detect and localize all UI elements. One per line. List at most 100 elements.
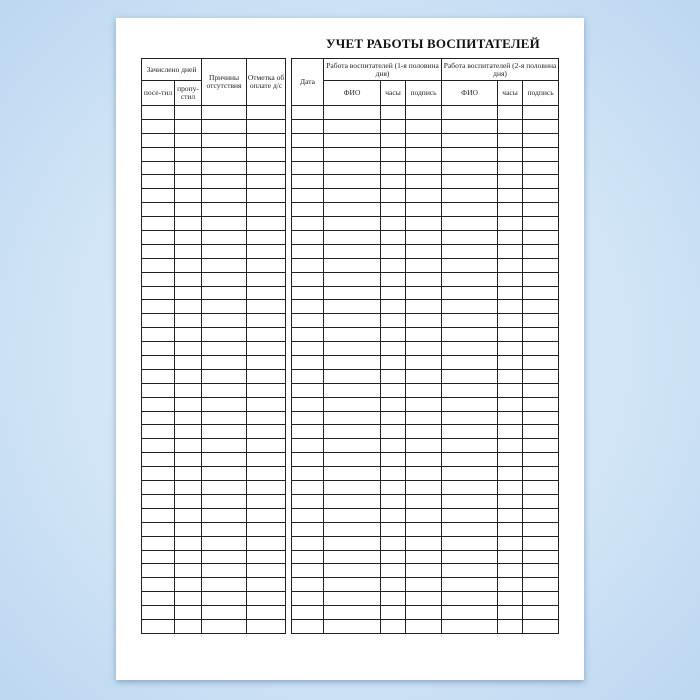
table-cell[interactable]	[141, 438, 175, 454]
table-cell[interactable]	[404, 368, 443, 384]
table-cell[interactable]	[323, 146, 381, 162]
table-cell[interactable]	[201, 118, 248, 134]
table-cell[interactable]	[323, 368, 381, 384]
table-cell[interactable]	[497, 480, 524, 495]
table-cell[interactable]	[497, 271, 524, 287]
table-cell[interactable]	[173, 188, 203, 204]
table-cell[interactable]	[404, 132, 443, 148]
table-cell[interactable]	[441, 563, 499, 579]
table-cell[interactable]	[497, 202, 524, 218]
table-cell[interactable]	[201, 313, 248, 329]
table-cell[interactable]	[173, 577, 203, 593]
table-cell[interactable]	[380, 521, 406, 537]
table-cell[interactable]	[173, 146, 203, 162]
table-cell[interactable]	[404, 563, 443, 579]
table-cell[interactable]	[441, 327, 499, 343]
table-cell[interactable]	[291, 230, 324, 245]
table-cell[interactable]	[441, 368, 499, 384]
table-cell[interactable]	[404, 230, 443, 245]
table-cell[interactable]	[441, 146, 499, 162]
table-cell[interactable]	[201, 410, 248, 426]
table-cell[interactable]	[522, 257, 560, 273]
table-cell[interactable]	[173, 216, 203, 232]
table-cell[interactable]	[173, 243, 203, 259]
table-cell[interactable]	[246, 341, 287, 357]
table-cell[interactable]	[323, 118, 381, 134]
table-cell[interactable]	[522, 118, 560, 134]
table-cell[interactable]	[404, 438, 443, 454]
table-cell[interactable]	[404, 521, 443, 537]
table-cell[interactable]	[201, 257, 248, 273]
table-cell[interactable]	[291, 285, 324, 301]
table-cell[interactable]	[404, 466, 443, 482]
table-cell[interactable]	[201, 618, 248, 634]
table-cell[interactable]	[522, 188, 560, 204]
table-cell[interactable]	[201, 146, 248, 162]
table-cell[interactable]	[173, 313, 203, 329]
table-cell[interactable]	[404, 299, 443, 315]
table-cell[interactable]	[441, 605, 499, 620]
table-cell[interactable]	[201, 230, 248, 245]
table-cell[interactable]	[323, 480, 381, 495]
table-cell[interactable]	[323, 535, 381, 551]
table-cell[interactable]	[141, 271, 175, 287]
table-cell[interactable]	[201, 341, 248, 357]
table-cell[interactable]	[173, 105, 203, 120]
table-cell[interactable]	[323, 563, 381, 579]
table-cell[interactable]	[404, 549, 443, 565]
table-cell[interactable]	[173, 507, 203, 523]
table-cell[interactable]	[246, 493, 287, 509]
table-cell[interactable]	[522, 216, 560, 232]
table-cell[interactable]	[141, 160, 175, 176]
table-cell[interactable]	[246, 299, 287, 315]
table-cell[interactable]	[522, 521, 560, 537]
table-cell[interactable]	[201, 285, 248, 301]
table-cell[interactable]	[441, 243, 499, 259]
table-cell[interactable]	[291, 132, 324, 148]
table-cell[interactable]	[497, 160, 524, 176]
table-cell[interactable]	[323, 466, 381, 482]
table-cell[interactable]	[441, 480, 499, 495]
table-cell[interactable]	[201, 563, 248, 579]
table-cell[interactable]	[201, 299, 248, 315]
table-cell[interactable]	[173, 424, 203, 440]
table-cell[interactable]	[380, 105, 406, 120]
table-cell[interactable]	[246, 257, 287, 273]
table-cell[interactable]	[441, 105, 499, 120]
table-cell[interactable]	[522, 313, 560, 329]
table-cell[interactable]	[441, 549, 499, 565]
table-cell[interactable]	[291, 535, 324, 551]
table-cell[interactable]	[380, 271, 406, 287]
table-cell[interactable]	[522, 327, 560, 343]
table-cell[interactable]	[246, 368, 287, 384]
table-cell[interactable]	[246, 396, 287, 412]
table-cell[interactable]	[291, 521, 324, 537]
table-cell[interactable]	[380, 341, 406, 357]
table-cell[interactable]	[380, 396, 406, 412]
table-cell[interactable]	[323, 313, 381, 329]
table-cell[interactable]	[441, 174, 499, 190]
table-cell[interactable]	[380, 577, 406, 593]
table-cell[interactable]	[441, 424, 499, 440]
table-cell[interactable]	[291, 327, 324, 343]
table-cell[interactable]	[404, 396, 443, 412]
table-cell[interactable]	[404, 535, 443, 551]
table-cell[interactable]	[173, 327, 203, 343]
table-cell[interactable]	[404, 146, 443, 162]
table-cell[interactable]	[173, 271, 203, 287]
table-cell[interactable]	[323, 327, 381, 343]
table-cell[interactable]	[441, 313, 499, 329]
table-cell[interactable]	[323, 105, 381, 120]
table-cell[interactable]	[141, 257, 175, 273]
table-cell[interactable]	[141, 396, 175, 412]
table-cell[interactable]	[522, 105, 560, 120]
table-cell[interactable]	[201, 174, 248, 190]
table-cell[interactable]	[141, 313, 175, 329]
table-cell[interactable]	[441, 160, 499, 176]
table-cell[interactable]	[201, 591, 248, 607]
table-cell[interactable]	[141, 410, 175, 426]
table-cell[interactable]	[497, 285, 524, 301]
table-cell[interactable]	[246, 480, 287, 495]
table-cell[interactable]	[141, 521, 175, 537]
table-cell[interactable]	[246, 577, 287, 593]
